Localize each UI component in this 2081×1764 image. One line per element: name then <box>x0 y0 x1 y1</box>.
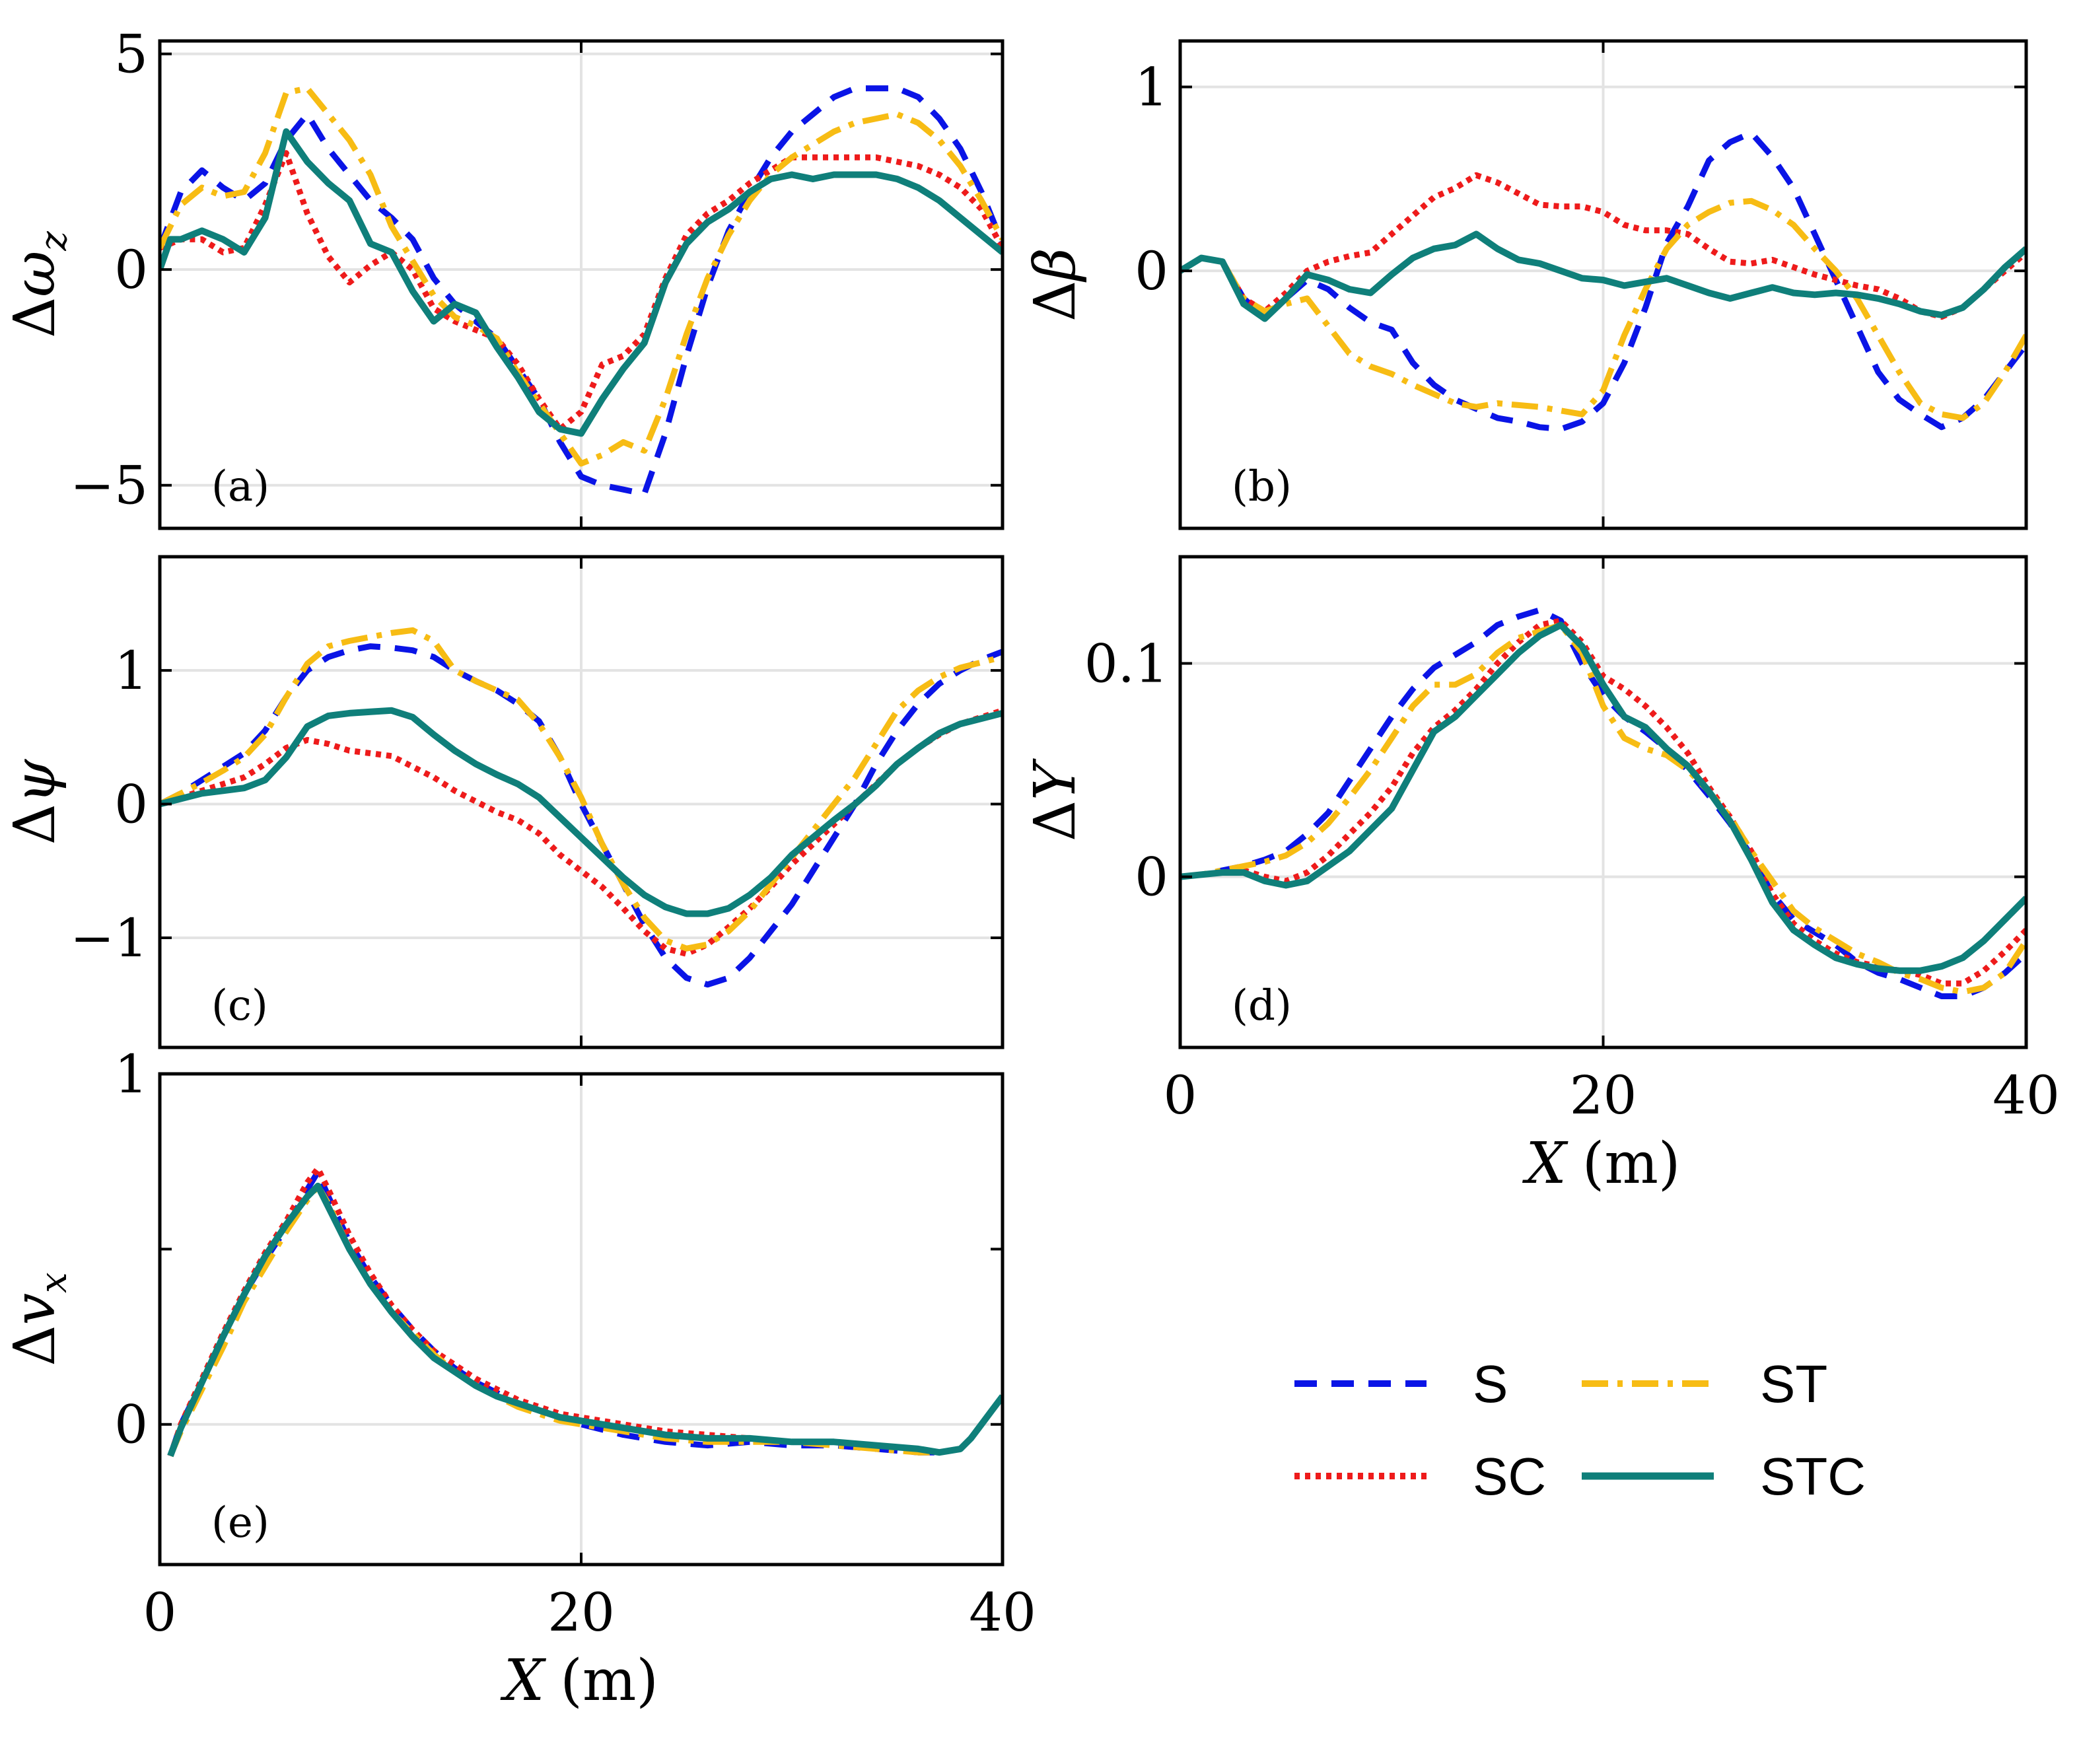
x-tick-label: 20 <box>547 1582 615 1643</box>
series-SC-line <box>1180 172 2026 320</box>
y-tick-label: −5 <box>70 455 148 516</box>
series-SC-line <box>160 150 1003 433</box>
y-tick-label: 0 <box>114 239 148 300</box>
y-axis-label: Δvx <box>2 1272 75 1366</box>
series-STC-line <box>160 707 1003 917</box>
panel-e: 1 0 0 20 40 X (m) Δvx (e) <box>2 1043 1036 1714</box>
y-tick-label: 0 <box>1135 240 1168 302</box>
series-S-line <box>1180 129 2026 433</box>
series-STC-line <box>1180 230 2026 322</box>
y-tick-label: 0.1 <box>1084 633 1168 695</box>
x-axis-label: X (m) <box>1522 1131 1681 1197</box>
x-tick-label: 0 <box>1164 1065 1197 1126</box>
x-tick-label: 40 <box>1993 1065 2060 1126</box>
y-axis-label: Δψ <box>2 758 68 845</box>
panel-label: (e) <box>211 1499 269 1547</box>
series-ST-line <box>160 627 1003 952</box>
legend: S ST SC STC <box>1294 1355 1866 1506</box>
series-STC-line <box>160 128 1003 437</box>
legend-entry-STC: STC <box>1582 1447 1866 1506</box>
panels-group: 5 0 −5 Δωz (a) 1 0 Δβ (b) 1 0 −1Δψ (c) 0.1 0 0 20 40 X (m) Δ… <box>2 24 2060 1714</box>
x-tick-label: 20 <box>1570 1065 1637 1126</box>
y-tick-label: −1 <box>70 907 148 969</box>
legend-label: ST <box>1760 1355 1827 1413</box>
panel-label: (d) <box>1232 981 1292 1030</box>
series-S-line <box>160 643 1003 988</box>
y-tick-label: 5 <box>114 24 148 85</box>
series-ST-line <box>160 85 1003 467</box>
y-tick-label: 0 <box>114 1394 148 1456</box>
legend-label: SC <box>1473 1447 1546 1506</box>
y-tick-label: 0 <box>1135 847 1168 908</box>
legend-entry-ST: ST <box>1582 1355 1827 1413</box>
panel-label: (b) <box>1232 462 1292 511</box>
y-axis-label: Δβ <box>1022 248 1088 322</box>
series-S-line <box>160 85 1003 497</box>
series-STC-line <box>1180 621 2026 974</box>
x-tick-label: 0 <box>143 1582 177 1643</box>
series-ST-line <box>1180 197 2026 421</box>
series-S-line <box>1180 607 2026 999</box>
y-axis-label: ΔY <box>1022 758 1088 841</box>
x-tick-label: 40 <box>969 1582 1036 1643</box>
legend-entry-S: S <box>1294 1355 1508 1413</box>
y-axis-label: Δωz <box>2 231 75 338</box>
panel-label: (a) <box>211 462 269 511</box>
series-STC-line <box>167 1182 1003 1458</box>
y-tick-label: 0 <box>114 774 148 835</box>
y-tick-label: 1 <box>114 640 148 701</box>
x-axis-label: X (m) <box>500 1648 658 1714</box>
panel-a: 5 0 −5 Δωz (a) <box>2 24 1005 530</box>
panel-c: 1 0 −1Δψ (c) <box>2 555 1005 1049</box>
y-tick-label: 1 <box>1135 57 1168 118</box>
legend-label: STC <box>1760 1447 1866 1506</box>
legend-label: S <box>1473 1355 1508 1413</box>
y-tick-label: 1 <box>114 1043 148 1105</box>
panel-d: 0.1 0 0 20 40 X (m) ΔY (d) <box>1022 555 2060 1197</box>
legend-entry-SC: SC <box>1294 1447 1546 1506</box>
panel-b: 1 0 Δβ (b) <box>1022 39 2028 530</box>
panel-label: (c) <box>211 981 268 1030</box>
series-ST-line <box>1180 621 2026 995</box>
